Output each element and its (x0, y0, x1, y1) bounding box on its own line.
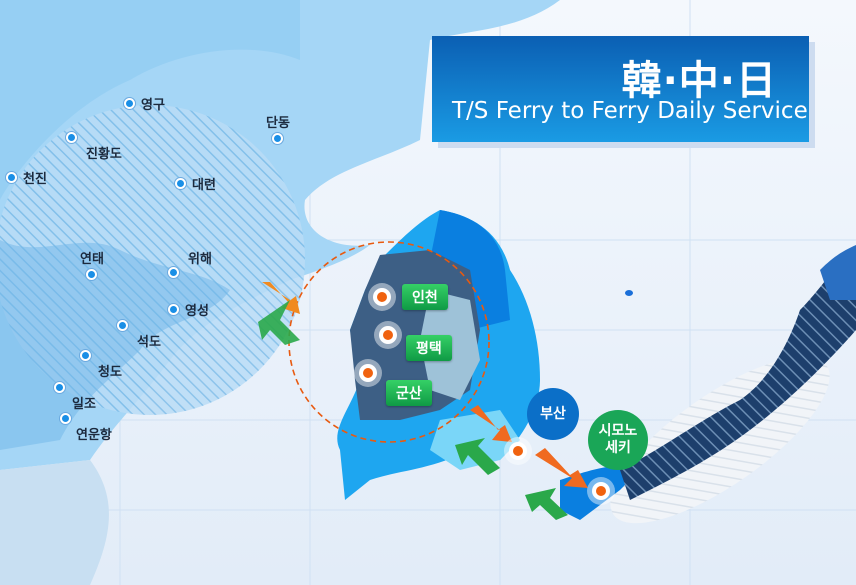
pyeongtaek-marker (379, 326, 397, 344)
port-dot-icon (175, 178, 186, 189)
port-dot-icon (272, 133, 284, 144)
port-dot-icon (60, 413, 71, 424)
port-qinhuangdao: 진황도 (66, 132, 122, 162)
port-dot-icon (168, 304, 179, 315)
title-banner: 韓·中·日 T/S Ferry to Ferry Daily Service (432, 36, 809, 142)
port-rongcheng: 영성 (168, 300, 209, 319)
shimonoseki-bubble: 시모노 세키 (588, 410, 648, 470)
route-arrows (258, 282, 588, 520)
port-tag-pyeongtaek: 평택 (406, 335, 452, 361)
port-dot-icon (6, 172, 17, 183)
port-lianyungang: 연운항 (60, 413, 112, 443)
title-subtitle: T/S Ferry to Ferry Daily Service (452, 98, 808, 124)
port-tianjin: 천진 (6, 168, 47, 187)
busan-bubble: 부산 (527, 388, 579, 440)
port-yantai: 연태 (80, 248, 104, 280)
title-countries: 韓·中·日 (621, 58, 777, 104)
port-dot-icon (80, 350, 91, 361)
port-dot-icon (86, 269, 98, 280)
port-tag-incheon: 인천 (402, 284, 448, 310)
port-shidao: 석도 (117, 320, 161, 350)
busan-marker (509, 442, 527, 460)
port-dot-icon (66, 132, 77, 143)
port-dot-icon (54, 382, 65, 393)
shimonoseki-marker (592, 482, 610, 500)
port-tag-gunsan: 군산 (386, 380, 432, 406)
gunsan-marker (359, 364, 377, 382)
port-dandong: 단동 (266, 112, 290, 144)
port-dalian: 대련 (175, 174, 216, 193)
port-dot-icon (117, 320, 128, 331)
port-dot-icon (168, 267, 179, 278)
port-rizhao: 일조 (54, 382, 96, 412)
port-weihai: 위해 (168, 248, 212, 278)
incheon-marker (373, 288, 391, 306)
port-qingdao: 청도 (80, 350, 122, 380)
port-yingkou: 영구 (124, 94, 165, 113)
port-dot-icon (124, 98, 135, 109)
